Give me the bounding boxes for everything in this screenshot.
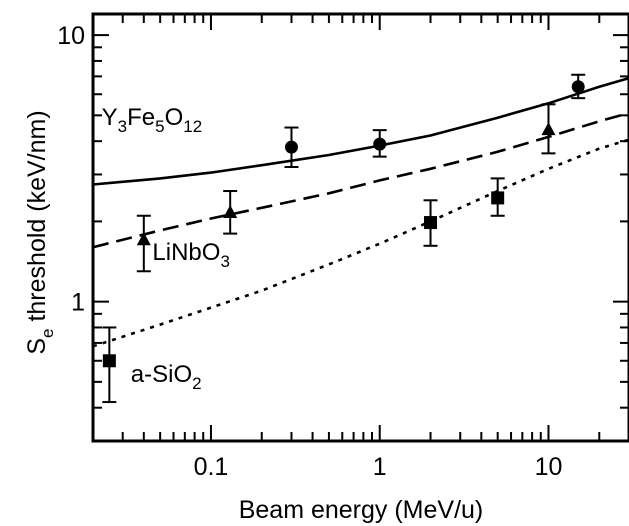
y-tick-label: 1 (71, 289, 85, 317)
circle-marker (284, 140, 298, 154)
plot-frame (91, 12, 629, 443)
square-marker (102, 354, 116, 368)
series-label: a-SiO2 (131, 361, 202, 393)
x-axis-title: Beam energy (MeV/u) (239, 496, 484, 524)
triangle-marker (541, 122, 556, 136)
y-axis-title-sub: e (38, 328, 57, 337)
y-axis-title: Se threshold (keV/nm) (23, 110, 57, 354)
y-axis-title-rest: threshold (keV/nm) (23, 110, 51, 328)
series-label: LiNbO3 (152, 239, 230, 271)
data-markers (102, 80, 585, 368)
fit-line-dashed (92, 111, 629, 249)
y-axis-title-main: S (23, 338, 51, 355)
x-tick-label: 0.1 (194, 453, 229, 481)
tick-labels: 0.1 1 10 1 10 (57, 22, 562, 481)
square-marker (491, 191, 505, 205)
circle-marker (373, 137, 387, 151)
series-labels: Y3Fe5O12 LiNbO3 a-SiO2 (102, 104, 230, 393)
y-tick-label: 10 (57, 22, 85, 50)
square-marker (424, 216, 438, 230)
x-tick-label: 10 (535, 453, 563, 481)
triangle-marker (136, 232, 151, 246)
x-tick-label: 1 (373, 453, 387, 481)
triangle-marker (223, 205, 238, 219)
series-label: Y3Fe5O12 (102, 104, 203, 136)
circle-marker (571, 80, 585, 94)
